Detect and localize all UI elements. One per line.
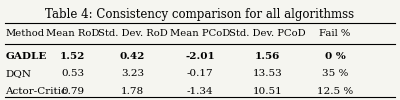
- Text: 0.42: 0.42: [120, 52, 145, 61]
- Text: GADLE: GADLE: [5, 52, 47, 61]
- Text: 0.79: 0.79: [61, 87, 84, 96]
- Text: -2.01: -2.01: [185, 52, 215, 61]
- Text: 10.51: 10.51: [253, 87, 282, 96]
- Text: 1.52: 1.52: [60, 52, 86, 61]
- Text: -0.17: -0.17: [187, 69, 213, 78]
- Text: Std. Dev. RoD: Std. Dev. RoD: [98, 29, 167, 38]
- Text: 13.53: 13.53: [253, 69, 282, 78]
- Text: 1.56: 1.56: [255, 52, 280, 61]
- Text: Fail %: Fail %: [320, 29, 351, 38]
- Text: DQN: DQN: [5, 69, 31, 78]
- Text: Table 4: Consistency comparison for all algorithmss: Table 4: Consistency comparison for all …: [46, 8, 354, 21]
- Text: Mean PCoD: Mean PCoD: [170, 29, 230, 38]
- Text: Mean RoD: Mean RoD: [46, 29, 100, 38]
- Text: Std. Dev. PCoD: Std. Dev. PCoD: [229, 29, 306, 38]
- Text: 0 %: 0 %: [325, 52, 346, 61]
- Text: Actor-Critic: Actor-Critic: [5, 87, 67, 96]
- Text: 0.53: 0.53: [61, 69, 84, 78]
- Text: 35 %: 35 %: [322, 69, 348, 78]
- Text: Method: Method: [5, 29, 44, 38]
- Text: 1.78: 1.78: [121, 87, 144, 96]
- Text: 12.5 %: 12.5 %: [317, 87, 353, 96]
- Text: -1.34: -1.34: [187, 87, 213, 96]
- Text: 3.23: 3.23: [121, 69, 144, 78]
